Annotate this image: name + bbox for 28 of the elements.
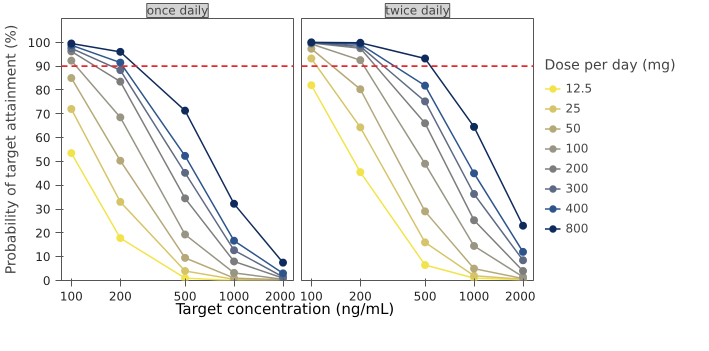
y-tick-label: 0 [42, 274, 51, 288]
x-tick-label: 500 [414, 290, 437, 304]
y-tick-label: 60 [35, 131, 51, 146]
legend-label: 12.5 [565, 81, 592, 95]
y-tick-label: 10 [35, 250, 51, 264]
legend-label: 50 [565, 121, 582, 135]
y-tick-label: 20 [35, 226, 51, 240]
y-tick-label: 90 [35, 60, 51, 74]
y-tick-label: 40 [35, 178, 51, 193]
y-axis-title: Probability of target attainment (%) [4, 24, 20, 274]
legend-label: 25 [565, 101, 582, 115]
x-tick-label: 200 [108, 290, 132, 304]
y-tick-label: 80 [35, 83, 51, 98]
y-tick-label: 50 [35, 154, 51, 169]
x-tick-label: 2000 [504, 290, 536, 304]
y-tick-label: 30 [35, 202, 51, 217]
x-tick-label: 100 [60, 290, 83, 304]
legend-title: Dose per day (mg) [544, 57, 676, 73]
legend-label: 200 [565, 161, 588, 175]
legend-label: 100 [565, 141, 588, 155]
x-tick-label: 1000 [458, 290, 490, 304]
y-tick-label: 70 [35, 107, 51, 122]
chart-title: once daily [146, 4, 208, 18]
chart-title: twice daily [385, 4, 450, 18]
y-tick-label: 100 [28, 36, 50, 50]
legend-label: 300 [565, 181, 588, 195]
legend-label: 400 [565, 201, 588, 215]
legend-label: 800 [565, 221, 588, 235]
